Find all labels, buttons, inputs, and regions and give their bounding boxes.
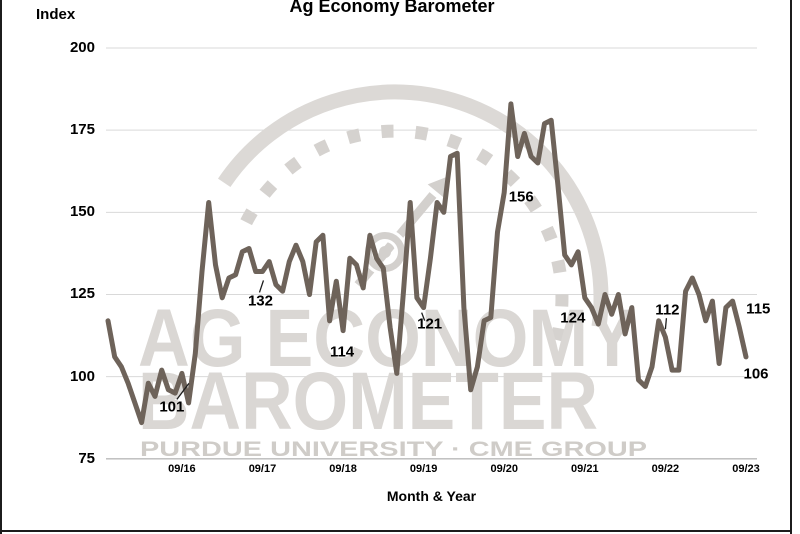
annotation-112: 112 [655, 301, 680, 319]
annotation-124: 124 [560, 309, 586, 327]
annotation-106: 106 [743, 365, 769, 383]
x-tick-label-09-19: 09/19 [409, 463, 438, 475]
annotation-115: 115 [746, 300, 771, 318]
x-axis-title: Month & Year [386, 488, 477, 504]
leader-line-112 [664, 318, 668, 330]
frame-border-left [0, 0, 2, 534]
annotation-101: 101 [159, 398, 185, 416]
x-tick-label-09-22: 09/22 [651, 463, 680, 475]
x-tick-label-09-17: 09/17 [248, 463, 277, 475]
watermark-footer: PURDUE UNIVERSITY · CME GROUP [140, 438, 647, 461]
leader-line-132 [258, 280, 265, 293]
gauge-ring [217, 84, 609, 328]
annotation-leader-lines [176, 280, 668, 400]
frame-border-bottom [0, 530, 792, 532]
x-tick-label-09-18: 09/18 [329, 463, 357, 475]
leader-line-101 [176, 382, 190, 400]
y-tick-label-125: 125 [69, 285, 95, 303]
gridlines [106, 47, 757, 460]
y-tick-label-150: 150 [69, 203, 95, 221]
y-tick-label-75: 75 [78, 449, 95, 467]
gauge-tick-marks [240, 124, 569, 343]
x-tick-label-09-16: 09/16 [168, 463, 196, 475]
y-axis-title: Index [36, 6, 76, 23]
x-tick-label-09-21: 09/21 [571, 463, 599, 475]
watermark: AG ECONOMY BAROMETER PURDUE UNIVERSITY ·… [138, 84, 647, 461]
frame-border-right [790, 0, 792, 534]
x-tick-label-09-20: 09/20 [490, 463, 518, 475]
barometer-index-line [105, 101, 749, 426]
x-tick-label-09-23: 09/23 [732, 463, 760, 475]
y-tick-label-200: 200 [69, 39, 95, 56]
watermark-line2: BAROMETER [138, 356, 598, 447]
barometer-line-series [105, 101, 749, 426]
y-tick-label-100: 100 [69, 367, 95, 385]
y-tick-label-175: 175 [69, 121, 95, 139]
gauge-hub-dot-icon [379, 246, 391, 258]
leader-line-121 [421, 312, 426, 321]
annotation-156: 156 [508, 188, 534, 206]
annotation-132: 132 [247, 292, 273, 310]
chart-title: Ag Economy Barometer [289, 0, 495, 16]
annotation-114: 114 [329, 343, 355, 361]
annotation-121: 121 [417, 315, 443, 333]
